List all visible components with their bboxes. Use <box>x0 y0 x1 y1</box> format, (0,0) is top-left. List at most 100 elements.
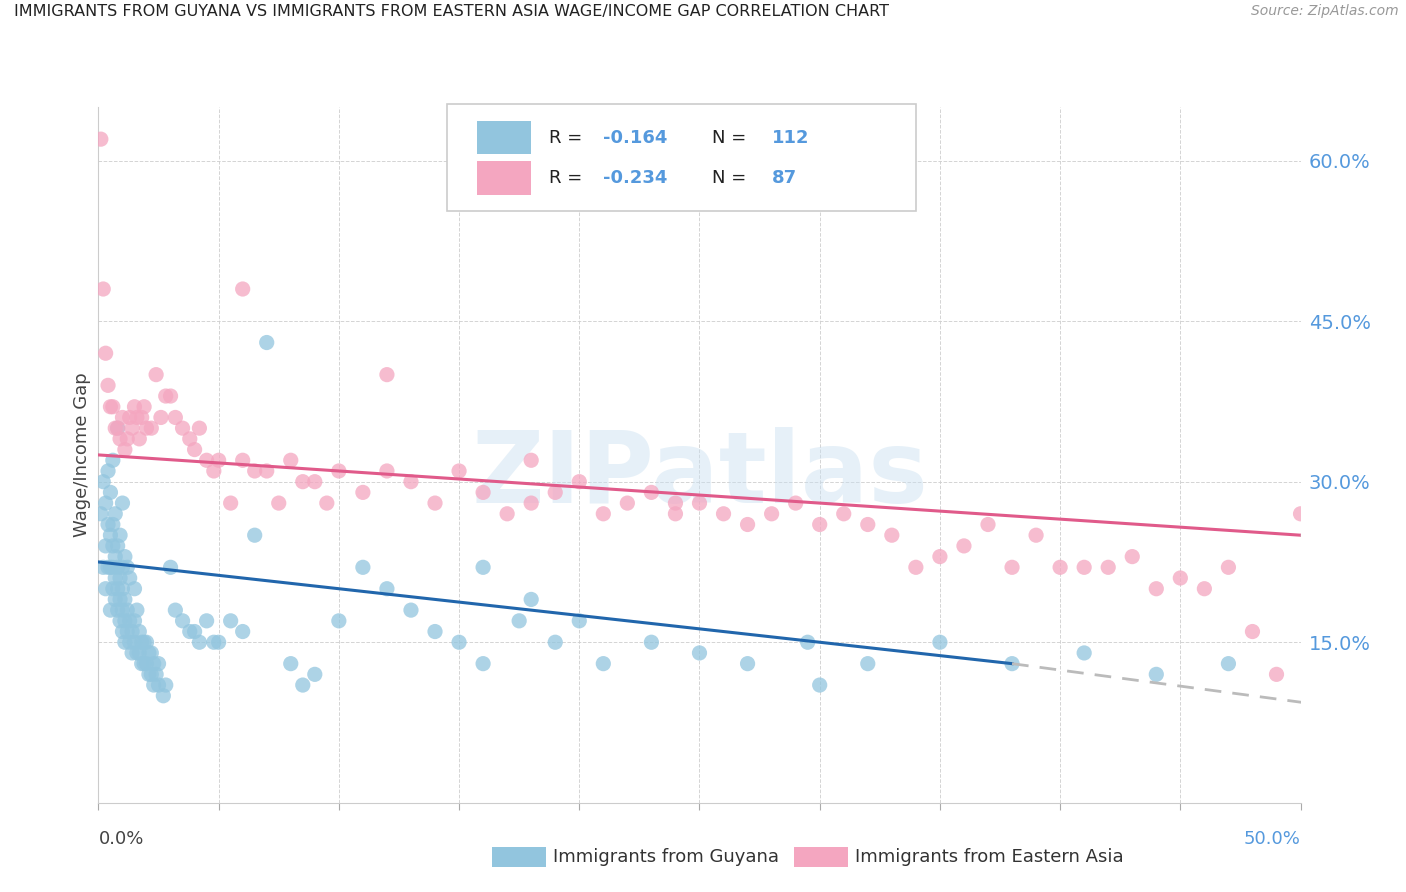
Point <box>101 539 124 553</box>
Text: N =: N = <box>711 169 751 187</box>
Text: IMMIGRANTS FROM GUYANA VS IMMIGRANTS FROM EASTERN ASIA WAGE/INCOME GAP CORRELATI: IMMIGRANTS FROM GUYANA VS IMMIGRANTS FRO… <box>14 4 889 20</box>
Point <box>291 475 314 489</box>
Point <box>114 592 136 607</box>
Point <box>1194 582 1216 596</box>
Point <box>101 582 124 596</box>
Text: -0.164: -0.164 <box>603 128 668 146</box>
Text: Immigrants from Eastern Asia: Immigrants from Eastern Asia <box>855 848 1123 866</box>
Point <box>179 624 201 639</box>
Point <box>111 560 134 574</box>
Point <box>1073 560 1095 574</box>
Point <box>107 421 129 435</box>
Point <box>142 678 165 692</box>
Point <box>108 592 131 607</box>
Point <box>1144 667 1167 681</box>
Point <box>108 432 131 446</box>
Text: ZIPatlas: ZIPatlas <box>471 427 928 524</box>
Point <box>232 453 254 467</box>
Text: 112: 112 <box>772 128 808 146</box>
Point <box>131 635 153 649</box>
Text: 0.0%: 0.0% <box>98 830 143 847</box>
Point <box>155 389 177 403</box>
Point <box>1001 657 1024 671</box>
Point <box>148 678 170 692</box>
Point <box>132 400 155 414</box>
Point <box>94 582 117 596</box>
Point <box>141 421 163 435</box>
Point <box>928 549 950 564</box>
Point <box>689 646 711 660</box>
Point <box>135 635 157 649</box>
Point <box>808 678 831 692</box>
Point <box>304 475 326 489</box>
Point <box>352 560 374 574</box>
Point <box>796 635 818 649</box>
Point <box>124 582 146 596</box>
Point <box>544 485 567 500</box>
Point <box>104 571 127 585</box>
Point <box>114 442 136 457</box>
Point <box>94 496 117 510</box>
Text: 50.0%: 50.0% <box>1244 830 1301 847</box>
Point <box>785 496 807 510</box>
Point <box>111 624 134 639</box>
Point <box>104 549 127 564</box>
Point <box>664 496 686 510</box>
Point <box>131 410 153 425</box>
Point <box>856 517 879 532</box>
Point <box>124 400 146 414</box>
Point <box>689 496 711 510</box>
Point <box>104 421 127 435</box>
Point <box>375 368 398 382</box>
Point <box>232 624 254 639</box>
Text: Immigrants from Guyana: Immigrants from Guyana <box>553 848 779 866</box>
Point <box>508 614 530 628</box>
Point <box>91 282 114 296</box>
Point <box>111 410 134 425</box>
Point <box>640 635 662 649</box>
Point <box>280 657 302 671</box>
Point <box>118 614 141 628</box>
Point <box>91 475 114 489</box>
Point <box>188 635 211 649</box>
Point <box>616 496 638 510</box>
Text: -0.234: -0.234 <box>603 169 668 187</box>
Point <box>1218 560 1240 574</box>
Point <box>97 560 120 574</box>
Point <box>219 614 242 628</box>
Point <box>145 368 167 382</box>
FancyBboxPatch shape <box>477 161 531 194</box>
Point <box>183 442 205 457</box>
Point <box>165 603 187 617</box>
Text: N =: N = <box>711 128 751 146</box>
Point <box>107 560 129 574</box>
Point <box>208 453 231 467</box>
FancyBboxPatch shape <box>477 121 531 154</box>
Point <box>142 657 165 671</box>
Point <box>97 464 120 478</box>
Point <box>496 507 519 521</box>
Y-axis label: Wage/Income Gap: Wage/Income Gap <box>73 373 91 537</box>
Point <box>640 485 662 500</box>
Point <box>1289 507 1312 521</box>
Text: R =: R = <box>550 128 588 146</box>
Point <box>172 614 194 628</box>
Point <box>125 410 148 425</box>
Point <box>904 560 927 574</box>
Point <box>121 421 143 435</box>
Point <box>520 496 543 510</box>
Point <box>544 635 567 649</box>
Point <box>128 624 150 639</box>
Point <box>291 678 314 692</box>
Point <box>1121 549 1143 564</box>
Point <box>243 464 266 478</box>
Point <box>179 432 201 446</box>
Point <box>90 132 112 146</box>
Point <box>472 657 495 671</box>
Point <box>328 464 350 478</box>
Point <box>472 560 495 574</box>
Point <box>152 689 174 703</box>
Point <box>94 539 117 553</box>
Point <box>315 496 337 510</box>
Point <box>108 528 131 542</box>
